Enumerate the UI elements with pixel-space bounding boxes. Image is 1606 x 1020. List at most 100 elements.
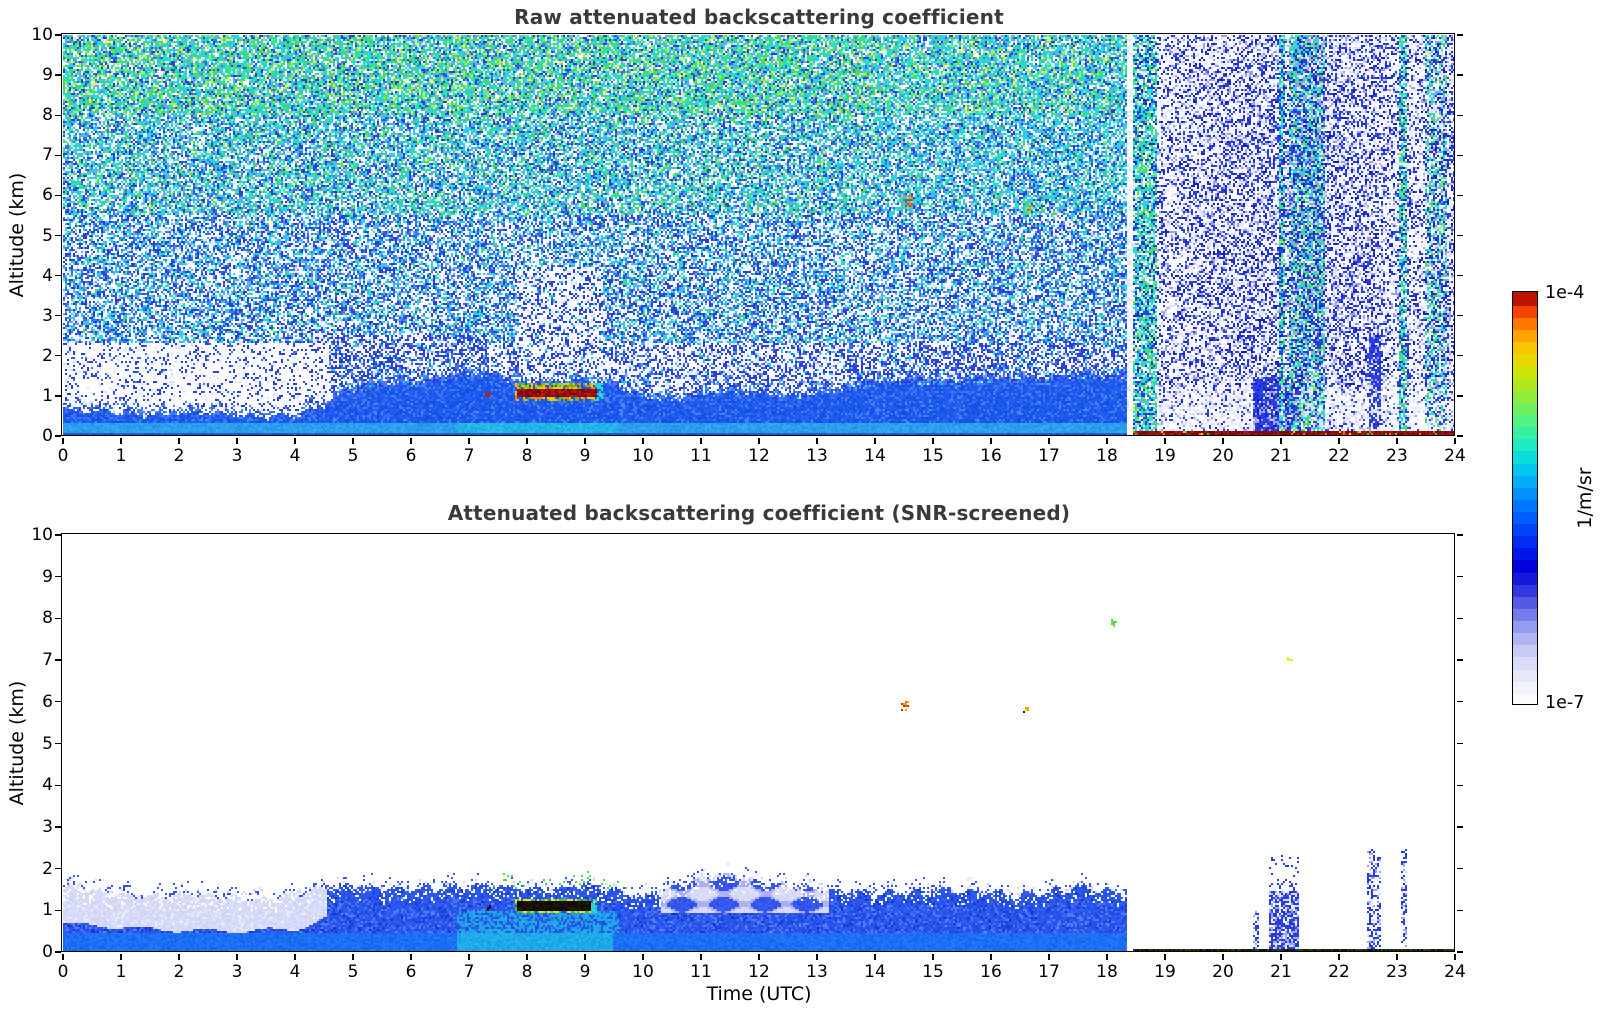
x-tick-label: 7 — [463, 962, 475, 982]
y-tick-label: 10 — [31, 525, 53, 545]
y-tick-label: 4 — [42, 265, 53, 286]
y-tick-mark-right — [1456, 274, 1463, 277]
x-tick-mark — [410, 953, 412, 960]
y-tick-mark — [55, 114, 62, 116]
x-tick-mark — [120, 953, 122, 960]
y-tick-mark — [55, 659, 62, 661]
x-tick-mark — [294, 953, 296, 960]
x-tick-mark — [1396, 437, 1398, 444]
x-tick-mark — [816, 437, 818, 444]
x-tick-mark — [1222, 437, 1224, 444]
x-tick-label: 3 — [231, 962, 243, 982]
y-tick-label: 2 — [42, 345, 53, 366]
colorbar — [1512, 291, 1539, 706]
bottom-panel-title: Attenuated backscattering coefficient (S… — [447, 501, 1071, 525]
x-tick-label: 9 — [579, 962, 591, 982]
x-tick-mark — [1396, 953, 1398, 960]
y-tick-mark — [55, 867, 62, 870]
y-tick-mark-right — [1456, 315, 1463, 317]
colorbar-max-label: 1e-4 — [1545, 283, 1585, 303]
x-tick-mark — [642, 437, 644, 444]
x-tick-label: 6 — [405, 446, 417, 466]
x-tick-label: 17 — [1038, 962, 1060, 982]
x-tick-mark — [62, 437, 64, 444]
y-tick-mark — [55, 784, 62, 786]
x-tick-mark — [932, 953, 934, 960]
x-tick-label: 10 — [632, 446, 654, 466]
x-tick-label: 21 — [1270, 446, 1292, 466]
y-tick-label: 7 — [42, 145, 53, 166]
x-tick-mark — [816, 953, 818, 960]
x-tick-mark — [1048, 953, 1050, 960]
x-tick-mark — [990, 437, 992, 444]
x-tick-mark — [1164, 953, 1166, 960]
x-tick-label: 5 — [347, 446, 359, 466]
x-tick-label: 19 — [1154, 962, 1176, 982]
x-tick-mark — [352, 953, 354, 960]
y-tick-label: 7 — [42, 650, 53, 671]
y-tick-mark — [55, 395, 62, 397]
y-tick-mark-right — [1456, 701, 1463, 703]
y-tick-label: 8 — [42, 608, 53, 629]
x-tick-mark — [1454, 437, 1456, 444]
y-tick-label: 8 — [42, 105, 53, 126]
x-tick-mark — [700, 953, 702, 960]
x-tick-label: 24 — [1444, 962, 1466, 982]
x-tick-label: 12 — [748, 962, 770, 982]
x-tick-label: 20 — [1212, 962, 1234, 982]
y-tick-mark — [55, 154, 62, 156]
x-tick-mark — [1164, 437, 1166, 444]
x-tick-label: 0 — [57, 962, 69, 982]
x-tick-label: 4 — [289, 962, 301, 982]
x-tick-label: 16 — [980, 446, 1002, 466]
y-tick-label: 3 — [42, 305, 53, 326]
x-tick-label: 12 — [748, 446, 770, 466]
y-tick-mark-right — [1456, 576, 1463, 578]
x-tick-mark — [526, 437, 528, 444]
x-tick-label: 2 — [173, 446, 185, 466]
x-tick-label: 23 — [1386, 962, 1408, 982]
x-tick-mark — [1048, 437, 1050, 444]
x-tick-mark — [352, 437, 354, 444]
y-tick-mark — [55, 234, 62, 237]
x-tick-label: 1 — [115, 446, 127, 466]
y-tick-label: 2 — [42, 858, 53, 879]
x-tick-mark — [932, 437, 934, 444]
x-tick-label: 3 — [231, 446, 243, 466]
x-tick-mark — [584, 953, 586, 960]
x-tick-label: 22 — [1328, 446, 1350, 466]
x-tick-label: 21 — [1270, 962, 1292, 982]
y-tick-mark — [55, 909, 62, 911]
x-tick-mark — [1222, 953, 1224, 960]
y-tick-mark-right — [1456, 534, 1463, 536]
x-tick-mark — [990, 953, 992, 960]
x-tick-mark — [1338, 437, 1340, 444]
y-tick-mark-right — [1456, 742, 1463, 745]
x-tick-label: 7 — [463, 446, 475, 466]
x-tick-label: 1 — [115, 962, 127, 982]
y-tick-mark-right — [1456, 74, 1463, 76]
y-tick-mark-right — [1456, 659, 1463, 661]
y-tick-label: 6 — [42, 691, 53, 712]
y-tick-mark-right — [1456, 784, 1463, 786]
x-tick-mark — [1454, 953, 1456, 960]
y-tick-mark — [55, 701, 62, 703]
x-tick-mark — [178, 953, 180, 960]
colorbar-min-label: 1e-7 — [1545, 693, 1585, 713]
y-tick-mark — [55, 34, 62, 36]
y-tick-label: 10 — [31, 25, 53, 45]
x-tick-label: 4 — [289, 446, 301, 466]
y-tick-mark-right — [1456, 154, 1463, 156]
y-tick-mark — [55, 742, 62, 745]
y-tick-mark-right — [1456, 395, 1463, 397]
colorbar-canvas — [1513, 292, 1538, 705]
y-tick-mark-right — [1456, 355, 1463, 357]
x-axis-label: Time (UTC) — [706, 983, 812, 1005]
y-tick-mark — [55, 435, 62, 437]
x-tick-label: 2 — [173, 962, 185, 982]
x-tick-label: 13 — [806, 446, 828, 466]
x-tick-label: 18 — [1096, 962, 1118, 982]
y-tick-mark-right — [1456, 435, 1463, 437]
y-tick-mark — [55, 355, 62, 357]
x-tick-label: 11 — [690, 446, 712, 466]
